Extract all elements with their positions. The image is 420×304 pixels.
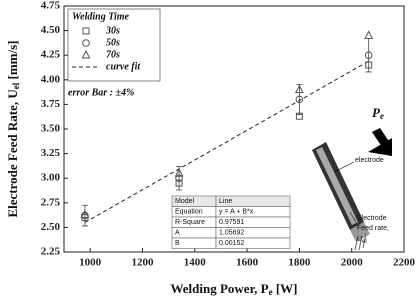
- data-point: [294, 84, 304, 94]
- text-part: el: [362, 239, 367, 245]
- table-text: B: [175, 240, 180, 247]
- x-tick-label: 1600: [236, 257, 259, 269]
- legend-label: curve fit: [106, 61, 141, 72]
- y-tick-label: 2.50: [41, 221, 61, 233]
- y-tick-label: 4.75: [41, 0, 61, 12]
- table-text: 0.00152: [219, 240, 244, 247]
- table-text: Line: [219, 198, 232, 205]
- text-part: P: [372, 105, 381, 120]
- data-point: [175, 174, 183, 182]
- fit-line: [84, 60, 369, 223]
- y-tick-label: 3.25: [41, 147, 61, 159]
- error-bar: [296, 84, 303, 115]
- table-cell: [215, 237, 291, 249]
- y-tick-label: 2.75: [41, 196, 61, 208]
- x-tick-label: 1800: [288, 257, 311, 269]
- legend-marker: [81, 49, 91, 59]
- table-text: A: [175, 230, 180, 237]
- x-tick-label: 1400: [184, 257, 207, 269]
- x-tick-label: 2000: [341, 257, 364, 269]
- legend-marker: [82, 39, 90, 47]
- text-part: e: [269, 287, 273, 297]
- electrode-diagram: [312, 128, 392, 251]
- x-tick-label: 2200: [393, 257, 416, 269]
- y-tick-label: 4.50: [41, 24, 61, 36]
- table-text: 0.97591: [219, 219, 244, 226]
- legend-label: 30s: [105, 25, 120, 36]
- y-tick-label: 3.50: [41, 123, 61, 135]
- data-point: [295, 95, 304, 104]
- legend-title: Welding Time: [72, 11, 130, 22]
- feed-label: Feed rate,: [357, 225, 389, 232]
- error-bar: [365, 38, 372, 73]
- power-label: Pe: [372, 105, 384, 121]
- data-point: [81, 211, 89, 220]
- x-tick-label: 1000: [79, 257, 102, 269]
- error-bar: [81, 204, 88, 227]
- x-axis-label: Welding Power, Pe [W]: [170, 281, 297, 297]
- text-part: Electrode Feed Rate, U: [5, 89, 20, 218]
- table-text: y = A + B*x: [219, 209, 254, 216]
- data-point: [174, 168, 184, 177]
- y-tick-label: 2.25: [41, 246, 61, 258]
- table-text: Model: [175, 198, 195, 205]
- table-text: R-Square: [175, 219, 205, 226]
- table-text: 1.05692: [219, 230, 244, 237]
- electrode-label: electrode: [355, 157, 384, 164]
- data-point: [364, 30, 374, 40]
- feed-label: Uel: [357, 236, 367, 245]
- legend-label: 70s: [106, 49, 120, 60]
- y-tick-label: 4.00: [41, 73, 61, 85]
- text-part: U: [357, 236, 362, 243]
- text-part: Welding Power, P: [170, 281, 268, 296]
- error-note: error Bar : ±4%: [68, 87, 134, 98]
- data-point: [364, 51, 373, 60]
- text-part: e: [380, 111, 384, 121]
- text-part: [W]: [273, 281, 298, 296]
- table-text: Equation: [175, 209, 203, 216]
- legend-label: 50s: [106, 37, 120, 48]
- x-tick-label: 1200: [131, 257, 154, 269]
- legend-marker: [82, 27, 90, 35]
- text-part: [mm/s]: [5, 40, 20, 82]
- feed-label: Electrode: [357, 215, 387, 222]
- y-tick-label: 3.75: [41, 98, 61, 110]
- y-tick-label: 3.00: [41, 172, 61, 184]
- y-axis-label: Electrode Feed Rate, Uel [mm/s]: [5, 40, 21, 217]
- text-part: el: [11, 82, 21, 89]
- y-tick-label: 4.25: [41, 49, 61, 61]
- data-point: [80, 209, 90, 219]
